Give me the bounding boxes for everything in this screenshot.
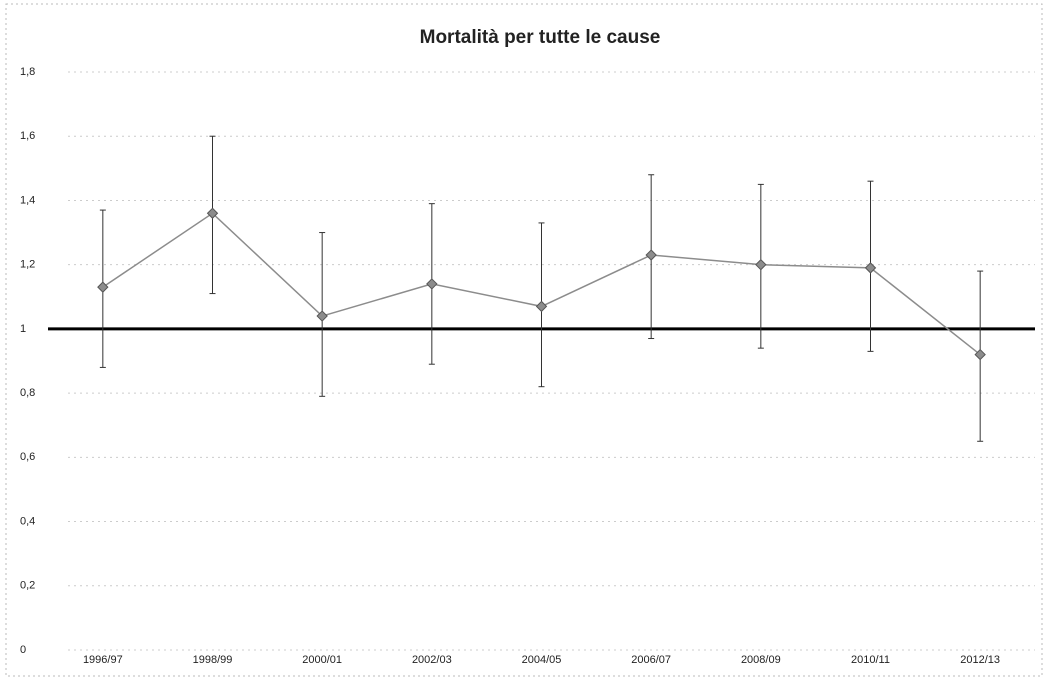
marker [426,278,438,290]
y-tick-label: 1,6 [20,130,35,142]
y-tick-label: 1,2 [20,259,35,271]
x-tick-label: 2002/03 [412,654,452,666]
y-tick-label: 0,4 [20,515,35,527]
x-tick-label: 2004/05 [522,654,562,666]
chart-border [5,3,1043,677]
x-tick-label: 2012/13 [960,654,1000,666]
marker [316,310,328,322]
marker [864,262,877,274]
x-tick-label: 1998/99 [193,654,233,666]
chart-title: Mortalità per tutte le cause [420,27,661,48]
y-tick-label: 0 [20,644,26,656]
marker [535,300,548,313]
x-tick-label: 2006/07 [631,654,671,666]
marker [97,281,109,293]
y-tick-label: 1 [20,323,26,335]
x-tick-label: 1996/97 [83,654,123,666]
x-tick-label: 2008/09 [741,654,781,666]
y-tick-label: 1,4 [20,194,35,206]
marker [755,258,767,271]
marker [645,249,657,261]
x-tick-label: 2000/01 [302,654,342,666]
y-tick-label: 0,8 [20,387,35,399]
y-tick-label: 0,2 [20,580,35,592]
marker [974,348,986,361]
y-tick-label: 0,6 [20,451,35,463]
y-tick-label: 1,8 [20,66,35,78]
x-tick-label: 2010/11 [851,654,890,666]
marker [206,207,219,219]
